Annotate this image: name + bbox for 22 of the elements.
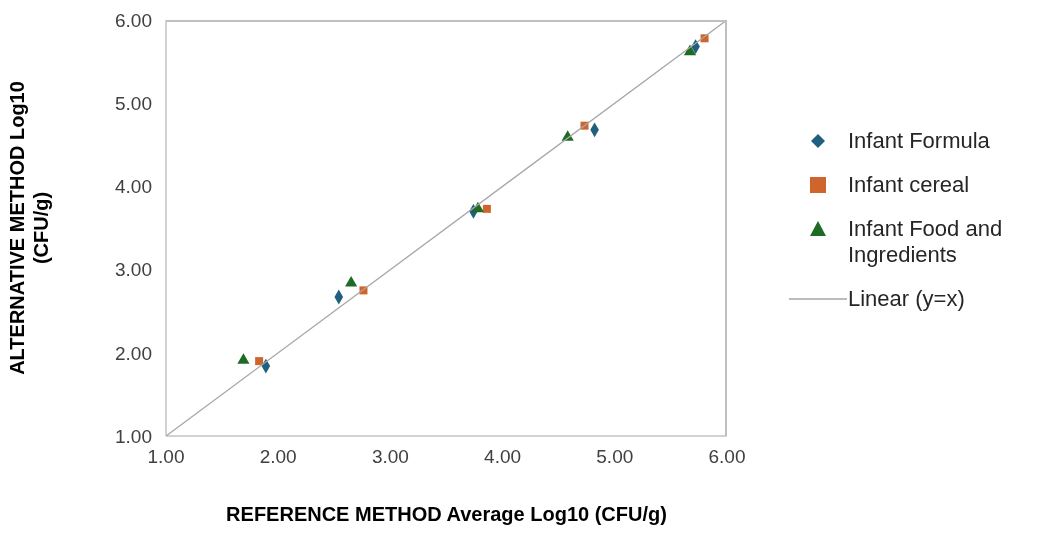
point [237,353,250,364]
y-tick-label: 5.00 [115,92,152,114]
x-tick-label: 3.00 [371,446,409,468]
x-tick-label: 1.00 [147,446,185,468]
y-tick-label: 6.00 [115,9,152,31]
y-axis-title: ALTERNATIVE METHOD Log10 (CFU/g) [6,81,52,375]
legend-label: Infant Food and Ingredients [848,216,1004,268]
y-tick-label: 4.00 [115,176,152,198]
x-tick-label: 4.00 [484,446,522,468]
y-tick-label: 3.00 [115,259,152,281]
x-axis-title: REFERENCE METHOD Average Log10 (CFU/g) [226,503,667,525]
y-tick-label: 1.00 [115,425,152,447]
legend-label: Infant cereal [848,172,971,198]
x-tick-label: 5.00 [596,446,634,468]
point [345,275,358,287]
point [255,357,264,366]
legend-label: Infant Formula [848,128,991,154]
legend-label: Linear (y=x) [848,286,966,312]
x-tick-label: 6.00 [708,446,746,468]
x-tick-label: 2.00 [259,446,297,468]
y-tick-label: 2.00 [115,342,152,364]
point [482,204,491,213]
